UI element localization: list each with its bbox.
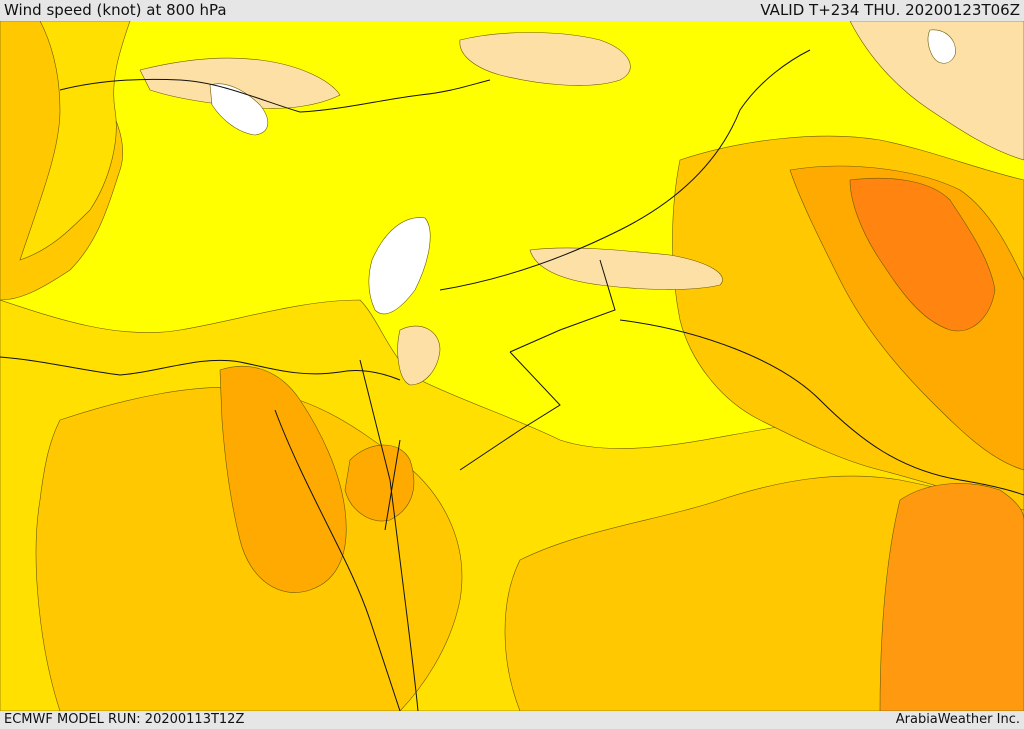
border-syria-iraq (439, 49, 811, 291)
map-title: Wind speed (knot) at 800 hPa (4, 1, 227, 19)
zone-orange-red-sea (219, 366, 347, 593)
zone-white-turkey (209, 83, 268, 136)
map-footer: ECMWF MODEL RUN: 20200113T12Z ArabiaWeat… (0, 711, 1024, 729)
zone-white-northeast (927, 29, 956, 64)
map-canvas (0, 21, 1024, 711)
coastline-gulf-aqaba (384, 439, 401, 531)
zone-peach-north (459, 32, 631, 86)
zone-orange-dark-east (849, 177, 996, 332)
coastline-turkey (59, 78, 491, 113)
border-egypt-sudan (359, 359, 419, 711)
coastline-north-africa (0, 356, 401, 381)
zone-orange-sinai (344, 444, 415, 522)
map-header: Wind speed (knot) at 800 hPa VALID T+234… (0, 0, 1024, 21)
zone-orange-southeast (879, 483, 1024, 711)
credit: ArabiaWeather Inc. (895, 712, 1020, 727)
zone-white-mediterranean (368, 217, 431, 315)
valid-time: VALID T+234 THU. 20200123T06Z (760, 1, 1020, 19)
zone-gold-northwest (19, 21, 131, 261)
wind-speed-map (0, 21, 1024, 711)
model-run: ECMWF MODEL RUN: 20200113T12Z (4, 712, 245, 727)
zone-peach-northeast (849, 21, 1024, 161)
border-saudi-iraq (459, 351, 561, 471)
border-jordan (509, 259, 616, 353)
border-iran (619, 319, 1024, 496)
zone-peach-iraq (529, 247, 723, 290)
coastline-red-sea (274, 409, 401, 711)
zone-peach-levant (397, 325, 441, 386)
